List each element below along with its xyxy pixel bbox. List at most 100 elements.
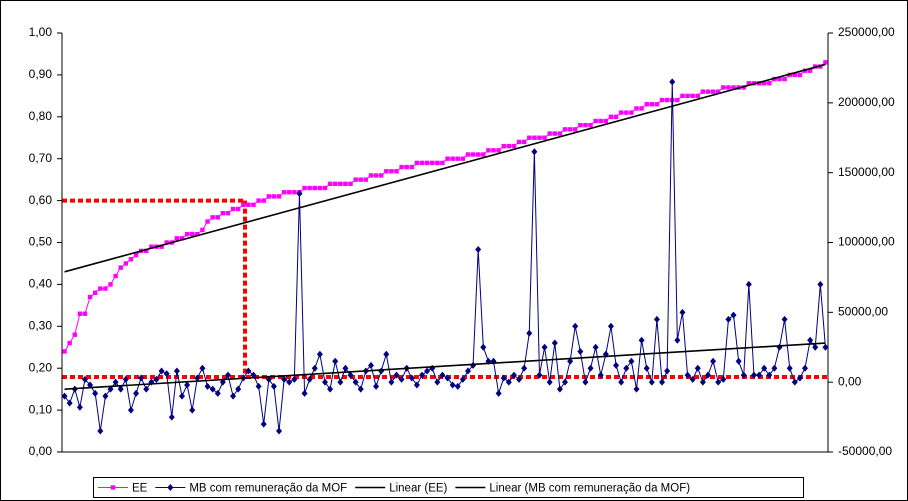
mb-marker	[408, 374, 415, 382]
mb-marker	[117, 385, 124, 393]
ee-marker	[384, 169, 389, 174]
ee-marker	[266, 194, 272, 199]
ee-marker	[205, 219, 210, 224]
mb-marker	[459, 375, 466, 383]
ee-marker	[644, 102, 649, 107]
mb-marker	[235, 385, 242, 393]
mb-marker	[61, 392, 68, 400]
ee-marker	[307, 185, 312, 191]
mb-marker	[587, 364, 594, 372]
mb-marker	[413, 381, 420, 389]
trend-line	[64, 63, 826, 273]
legend-label: MB com remuneração da MOF	[189, 483, 347, 495]
ee-marker	[573, 127, 578, 132]
ee-marker	[435, 160, 440, 166]
mb-marker	[607, 322, 614, 330]
ee-marker	[179, 236, 185, 241]
ee-marker	[358, 177, 363, 182]
ee-marker	[649, 102, 655, 107]
ee-marker	[664, 97, 670, 103]
ee-marker	[72, 332, 77, 337]
mb-marker	[439, 371, 446, 379]
mb-marker	[367, 361, 374, 369]
mb-marker	[434, 378, 441, 386]
mb-marker	[81, 375, 88, 383]
y2-tick-label: 100000,00	[838, 235, 895, 249]
ee-marker	[92, 290, 98, 295]
mb-marker	[444, 374, 451, 382]
ee-marker	[409, 164, 415, 170]
ee-marker	[746, 81, 752, 86]
ee-marker	[705, 89, 711, 94]
mb-marker	[796, 374, 803, 382]
ee-marker	[777, 76, 782, 82]
mb-marker	[781, 315, 788, 323]
ee-marker	[220, 210, 226, 216]
mb-marker	[327, 385, 334, 393]
ee-marker	[695, 93, 700, 99]
ee-marker	[343, 181, 348, 187]
y2-tick-label: 150000,00	[838, 165, 895, 179]
mb-marker	[659, 378, 666, 386]
ee-marker	[378, 173, 384, 178]
mb-marker	[541, 343, 548, 351]
mb-marker	[807, 336, 814, 344]
y-tick-label: 1,00	[29, 25, 53, 39]
y-tick-label: 0,00	[29, 444, 53, 458]
mb-marker	[592, 343, 599, 351]
mb-marker	[638, 336, 645, 344]
mb-marker	[158, 367, 165, 375]
y-tick-label: 0,70	[29, 151, 53, 165]
legend-label: Linear (EE)	[389, 483, 447, 495]
mb-marker	[653, 315, 660, 323]
ee-marker	[77, 311, 83, 316]
ee-marker	[276, 194, 282, 199]
ee-marker	[578, 122, 583, 128]
mb-marker	[802, 364, 809, 372]
mb-marker	[531, 148, 538, 156]
ee-marker	[588, 122, 593, 128]
y-tick-label: 0,30	[29, 318, 53, 332]
mb-marker	[167, 484, 174, 491]
mb-marker	[791, 378, 798, 386]
mb-marker	[224, 371, 231, 379]
ee-marker	[82, 311, 88, 316]
ee-marker	[440, 160, 445, 166]
mb-marker	[194, 374, 201, 382]
mb-marker	[398, 375, 405, 383]
mb-marker	[536, 371, 543, 379]
mb-marker	[76, 403, 83, 411]
ee-marker	[506, 143, 512, 149]
mb-marker	[87, 381, 94, 389]
mb-marker	[694, 364, 701, 372]
ee-marker	[302, 185, 307, 191]
mb-marker	[822, 343, 829, 351]
mb-marker	[725, 315, 732, 323]
mb-marker	[342, 364, 349, 372]
ee-marker	[486, 148, 491, 153]
mb-marker	[286, 378, 293, 386]
mb-marker	[97, 427, 104, 435]
ee-marker	[292, 190, 297, 195]
mb-marker	[567, 357, 574, 365]
mb-marker	[720, 375, 727, 383]
mb-marker	[812, 343, 819, 351]
mb-marker	[510, 371, 517, 379]
ee-marker	[210, 215, 215, 220]
ee-marker	[613, 114, 619, 119]
ee-marker	[87, 294, 93, 300]
ee-marker	[680, 93, 685, 99]
mb-marker	[393, 371, 400, 379]
ee-marker	[108, 282, 113, 287]
ee-marker	[823, 60, 828, 65]
ee-marker	[190, 231, 195, 237]
y-tick-label: 0,90	[29, 67, 53, 81]
mb-marker	[480, 343, 487, 351]
mb-marker	[730, 311, 737, 319]
ee-marker	[807, 68, 813, 73]
ee-marker	[731, 85, 736, 90]
mb-marker	[521, 364, 528, 372]
mb-marker	[133, 389, 140, 397]
y2-tick-label: 50000,00	[838, 305, 888, 319]
